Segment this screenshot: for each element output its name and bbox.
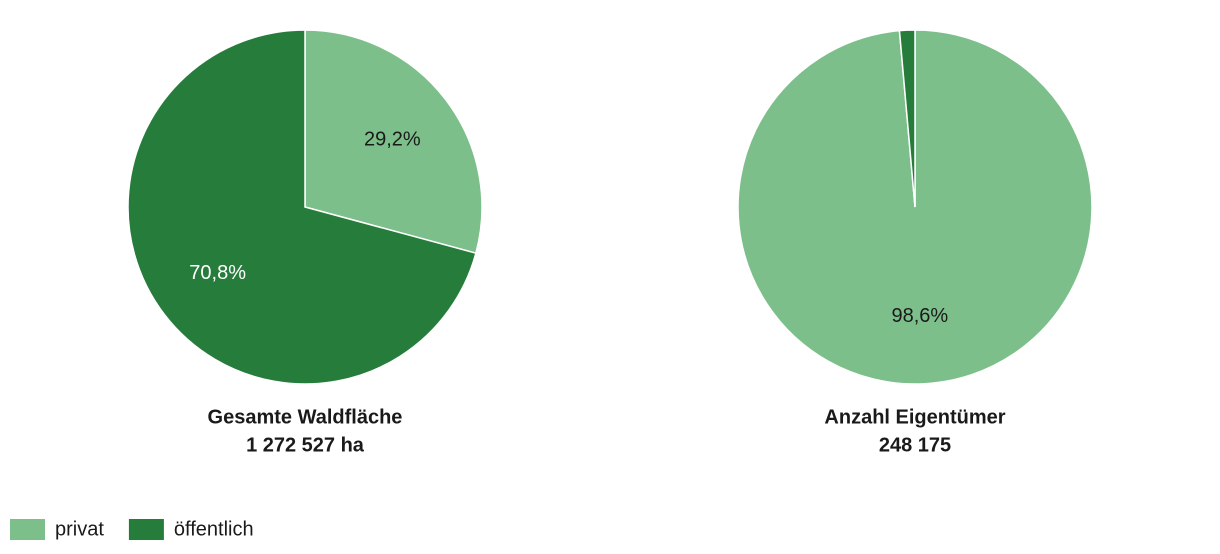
pie-slice bbox=[127, 29, 477, 385]
chart-title: Gesamte Waldfläche bbox=[208, 406, 403, 428]
data-label: 98,6% bbox=[891, 305, 948, 327]
chart-subtitle: 248 175 bbox=[879, 434, 951, 456]
legend-label: öffentlich bbox=[174, 518, 254, 540]
pie-slice bbox=[898, 29, 916, 208]
chart-subtitle: 1 272 527 ha bbox=[246, 434, 365, 456]
chart-title: Anzahl Eigentümer bbox=[824, 406, 1005, 428]
pie-slice bbox=[304, 29, 483, 255]
data-label: 70,8% bbox=[189, 262, 246, 284]
legend-label: privat bbox=[55, 518, 104, 540]
legend-swatch bbox=[10, 519, 45, 540]
data-label: 29,2% bbox=[364, 128, 421, 150]
legend-swatch bbox=[128, 519, 164, 540]
